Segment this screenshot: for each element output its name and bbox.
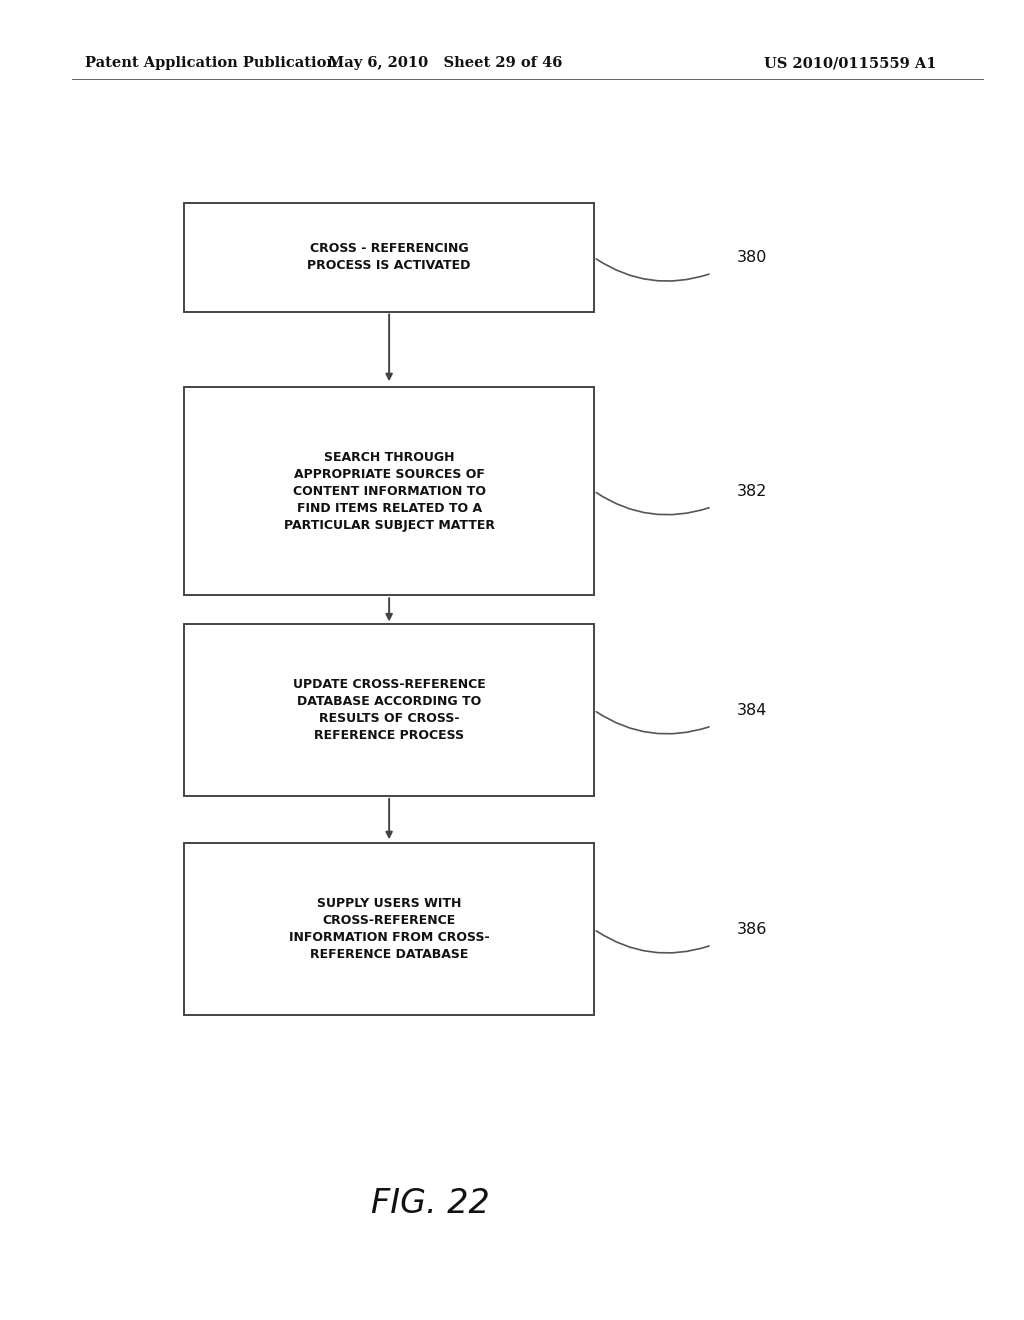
- Text: FIG. 22: FIG. 22: [371, 1188, 489, 1220]
- Text: Patent Application Publication: Patent Application Publication: [85, 57, 337, 70]
- Text: 384: 384: [737, 702, 768, 718]
- Text: UPDATE CROSS-REFERENCE
DATABASE ACCORDING TO
RESULTS OF CROSS-
REFERENCE PROCESS: UPDATE CROSS-REFERENCE DATABASE ACCORDIN…: [293, 678, 485, 742]
- Text: May 6, 2010   Sheet 29 of 46: May 6, 2010 Sheet 29 of 46: [329, 57, 562, 70]
- FancyBboxPatch shape: [184, 387, 594, 595]
- FancyBboxPatch shape: [184, 624, 594, 796]
- Text: SUPPLY USERS WITH
CROSS-REFERENCE
INFORMATION FROM CROSS-
REFERENCE DATABASE: SUPPLY USERS WITH CROSS-REFERENCE INFORM…: [289, 898, 489, 961]
- Text: 386: 386: [737, 921, 768, 937]
- Text: CROSS - REFERENCING
PROCESS IS ACTIVATED: CROSS - REFERENCING PROCESS IS ACTIVATED: [307, 243, 471, 272]
- FancyBboxPatch shape: [184, 203, 594, 312]
- FancyBboxPatch shape: [184, 843, 594, 1015]
- Text: SEARCH THROUGH
APPROPRIATE SOURCES OF
CONTENT INFORMATION TO
FIND ITEMS RELATED : SEARCH THROUGH APPROPRIATE SOURCES OF CO…: [284, 450, 495, 532]
- Text: 382: 382: [737, 483, 768, 499]
- Text: US 2010/0115559 A1: US 2010/0115559 A1: [765, 57, 937, 70]
- Text: 380: 380: [737, 249, 768, 265]
